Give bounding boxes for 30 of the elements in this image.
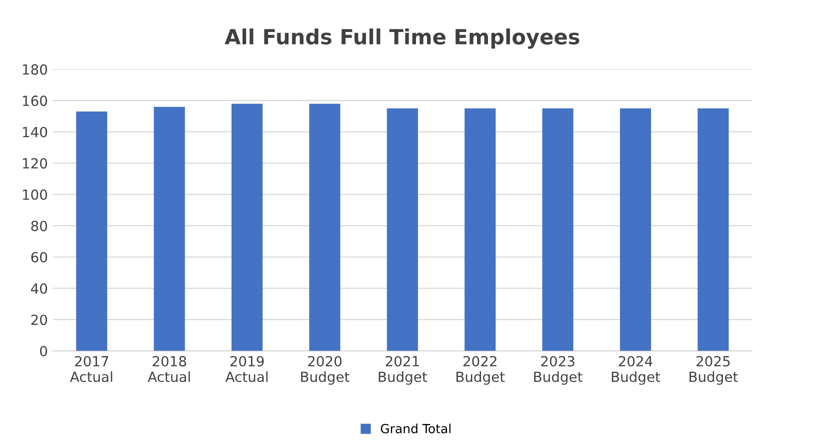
x-tick-label: 2024 Budget bbox=[612, 356, 660, 385]
x-tick-label: 2022 Budget bbox=[456, 356, 505, 385]
y-tick-label: 0 bbox=[40, 346, 48, 356]
x-tick-label: 2018 Actual bbox=[148, 356, 190, 382]
chart-title: All Funds Full Time Employees bbox=[224, 28, 580, 49]
x-tick-label: 2020 Budget bbox=[301, 356, 350, 385]
bar bbox=[309, 104, 340, 351]
y-tick-label: 120 bbox=[23, 158, 48, 169]
x-tick-label: 2021 Budget bbox=[378, 356, 428, 385]
bar bbox=[154, 106, 185, 351]
bar bbox=[620, 108, 652, 351]
x-tick-label: 2023 Budget bbox=[534, 356, 582, 385]
bar bbox=[464, 108, 496, 351]
y-tick-label: 100 bbox=[23, 189, 48, 200]
bar bbox=[542, 108, 574, 351]
x-tick-label: 2017 Actual bbox=[70, 356, 112, 382]
y-tick-label: 60 bbox=[31, 252, 48, 262]
y-tick-label: 80 bbox=[31, 220, 48, 232]
bar bbox=[698, 108, 729, 351]
y-tick-label: 180 bbox=[23, 64, 48, 75]
y-tick-label: 20 bbox=[31, 314, 48, 326]
bar bbox=[386, 108, 418, 351]
y-tick-label: 160 bbox=[23, 96, 48, 106]
y-tick-label: 140 bbox=[23, 126, 48, 138]
bar bbox=[76, 112, 108, 351]
x-tick-label: 2019 Actual bbox=[225, 356, 268, 382]
bar bbox=[232, 104, 263, 351]
x-tick-label: 2025 Budget bbox=[690, 356, 738, 385]
legend-label: Grand Total bbox=[380, 424, 450, 434]
y-tick-label: 40 bbox=[30, 283, 48, 294]
